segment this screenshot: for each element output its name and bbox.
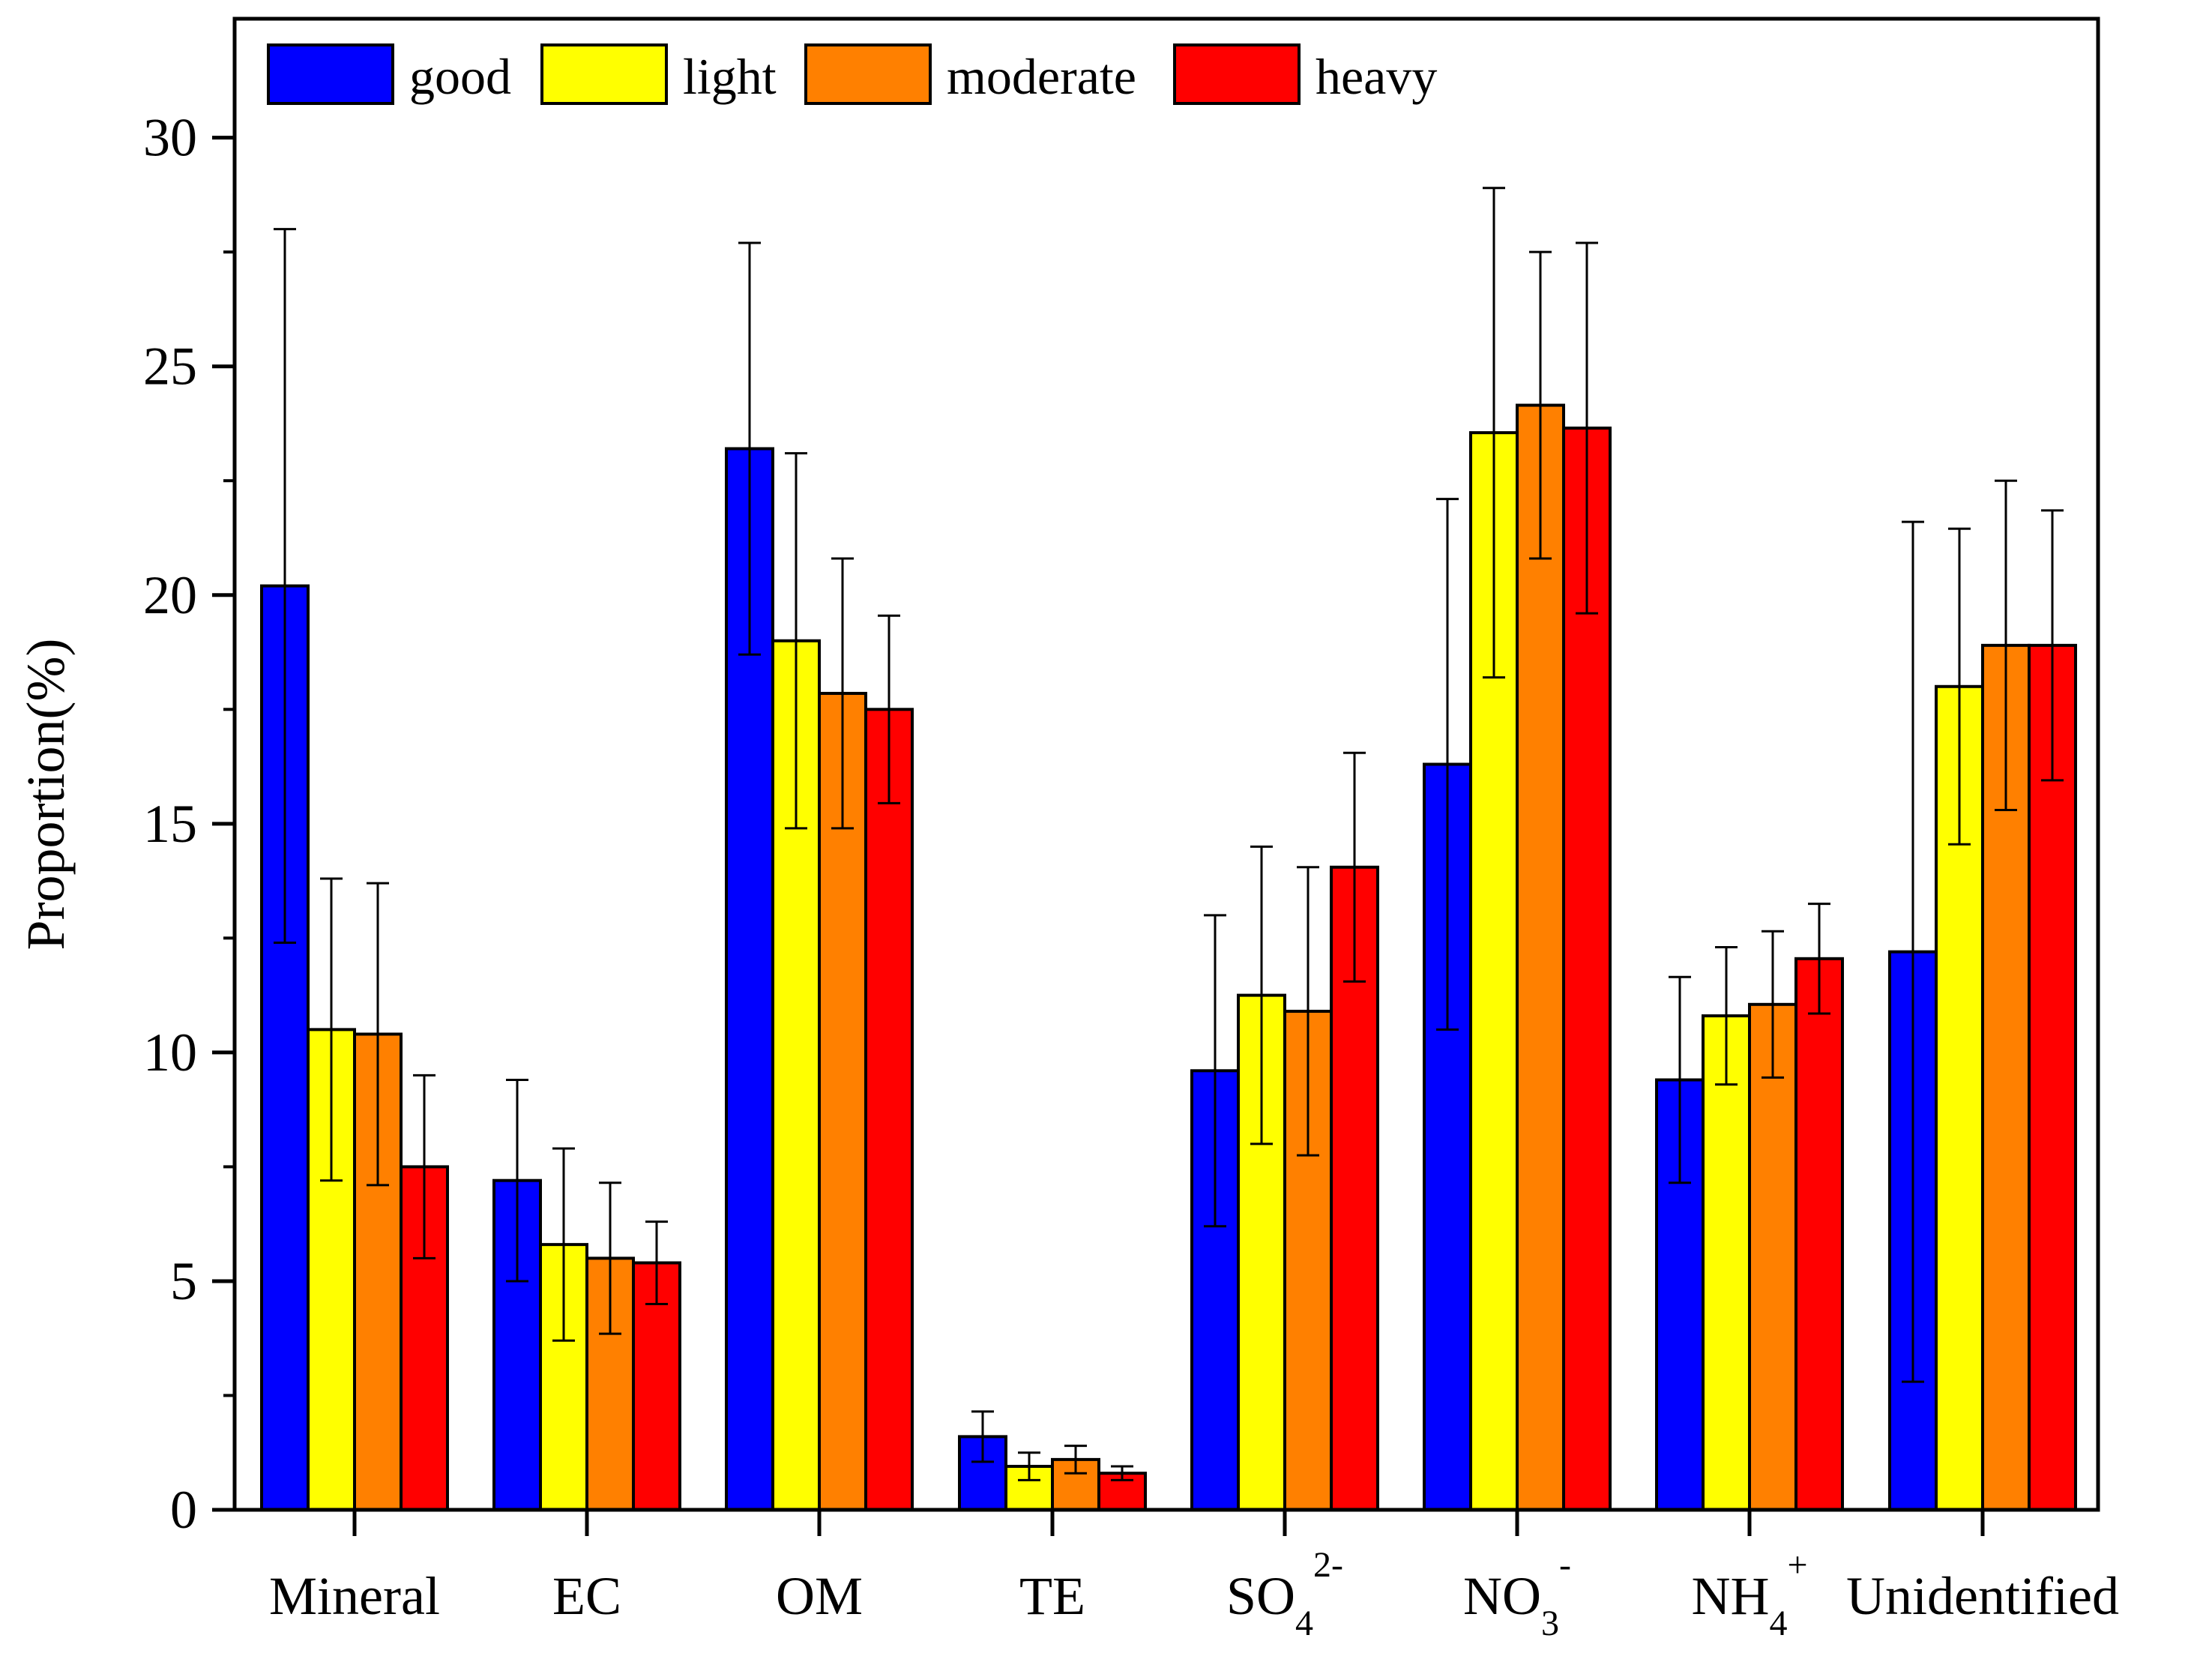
bar-heavy-7 [2028,643,2077,1512]
category-label: TE [1019,1566,1085,1626]
bar-heavy-2 [864,708,914,1511]
legend-label: moderate [947,48,1136,105]
error-bar-moderate-3 [1064,1445,1087,1475]
category-label-text: Unidentified [1846,1566,2119,1626]
category-label-text: TE [1019,1566,1085,1626]
category-label-superscript: + [1787,1545,1807,1585]
category-label-subscript: 4 [1769,1604,1787,1643]
error-bar-light-2 [785,452,807,830]
error-bar-moderate-1 [599,1181,621,1335]
error-bar-moderate-4 [1297,866,1319,1157]
y-tick-label: 20 [143,565,197,625]
error-bars-layer [274,187,2064,1481]
error-bar-moderate-5 [1529,250,1552,560]
legend-swatch [267,43,394,105]
category-label-subscript: 3 [1541,1604,1559,1643]
category-label-text: Mineral [269,1566,440,1626]
bar-moderate-1 [585,1256,635,1511]
error-bar-heavy-0 [413,1074,436,1259]
y-axis: 0 5 10 15 20 25 30 [143,108,235,1540]
error-bar-light-3 [1018,1451,1040,1481]
bar-heavy-6 [1794,957,1844,1511]
error-bar-light-7 [1948,527,1971,846]
error-bar-heavy-7 [2041,509,2064,782]
category-label-text: NH [1691,1566,1769,1626]
y-tick-label: 15 [143,794,197,854]
category-label: Unidentified [1846,1566,2119,1626]
error-bar-good-7 [1902,520,1924,1383]
category-label-text: SO [1226,1566,1295,1626]
legend-swatch [804,43,932,105]
error-bar-good-6 [1669,975,1691,1184]
category-label: NH4+ [1691,1545,1807,1643]
legend-label: good [409,48,511,105]
error-bar-light-5 [1483,187,1505,679]
category-label-text: EC [552,1566,621,1626]
y-tick-label: 30 [143,108,197,168]
legend: good light moderate heavy [267,43,1437,105]
category-label: NO3- [1463,1545,1571,1643]
error-bar-heavy-4 [1343,751,1366,983]
legend-item-light: light [540,43,777,105]
legend-label: light [683,48,777,105]
legend-item-heavy: heavy [1173,43,1437,105]
bar-moderate-6 [1748,1002,1797,1512]
category-label-superscript: 2- [1313,1545,1343,1585]
bar-light-6 [1702,1014,1751,1511]
legend-item-moderate: moderate [804,43,1136,105]
y-tick-label: 10 [143,1023,197,1083]
error-bar-heavy-3 [1111,1465,1133,1481]
error-bar-good-3 [971,1410,994,1463]
category-label-superscript: - [1559,1545,1571,1585]
bars-layer [260,403,2077,1512]
legend-swatch [540,43,668,105]
category-label: EC [552,1566,621,1626]
error-bar-good-1 [506,1078,528,1283]
error-bar-light-6 [1715,946,1738,1086]
error-bar-light-1 [552,1147,575,1342]
plot-frame [232,16,2100,1512]
bar-moderate-5 [1516,403,1565,1511]
legend-swatch [1173,43,1301,105]
x-axis: Mineral EC OM TE SO42-NO3-NH4+Unidentified [269,1510,2119,1643]
error-bar-good-5 [1436,498,1459,1031]
error-bar-light-4 [1250,845,1273,1145]
legend-label: heavy [1316,48,1437,105]
category-label: Mineral [269,1566,440,1626]
category-label: SO42- [1226,1545,1343,1643]
y-tick-label: 5 [170,1251,197,1311]
error-bar-heavy-1 [645,1220,668,1305]
legend-item-good: good [267,43,511,105]
error-bar-moderate-6 [1762,930,1784,1079]
category-label-text: OM [776,1566,863,1626]
error-bar-heavy-6 [1808,903,1830,1015]
category-label: OM [776,1566,863,1626]
error-bar-light-0 [320,877,343,1182]
category-label-text: NO [1463,1566,1541,1626]
error-bar-heavy-5 [1576,241,1598,615]
y-axis-title: Proportion(%) [16,639,76,951]
error-bar-good-4 [1204,914,1226,1228]
error-bar-good-0 [274,228,296,944]
error-bar-moderate-2 [831,557,854,830]
error-bar-moderate-0 [367,882,389,1187]
error-bar-heavy-2 [878,614,900,804]
y-tick-label: 0 [170,1480,197,1540]
error-bar-good-2 [738,241,761,656]
y-tick-label: 25 [143,337,197,397]
category-label-subscript: 4 [1295,1604,1313,1643]
error-bar-moderate-7 [1995,479,2017,812]
